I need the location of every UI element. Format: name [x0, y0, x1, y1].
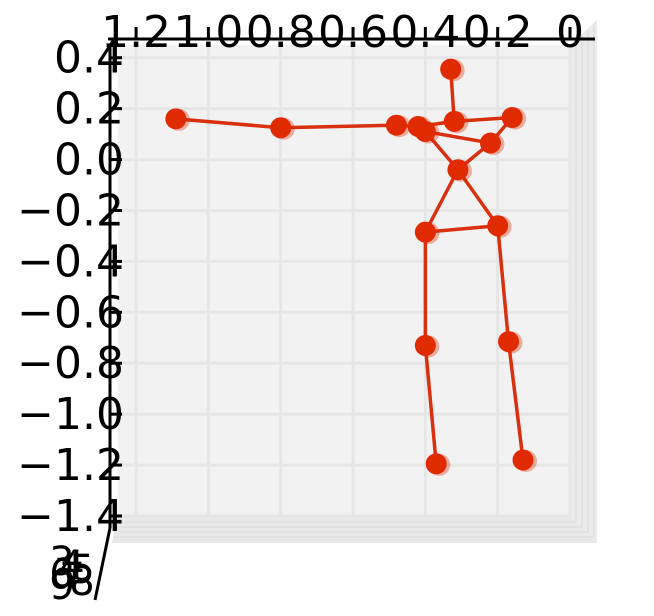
bone-right-knee-right-ankle: [506, 339, 525, 462]
joint-left-elbow: [385, 114, 407, 136]
joint-right-hip: [487, 215, 509, 237]
x-tick-label-5: 0.2: [463, 7, 533, 58]
side-pane: [570, 20, 597, 543]
axis-lines: [93, 37, 595, 601]
x-tick-label-6: 0: [556, 7, 584, 58]
joint-right-knee: [498, 331, 520, 353]
y-tick-label-4: −0.4: [17, 236, 124, 287]
x-tick-label-1: 1.0: [173, 7, 243, 58]
z-tick-label-2: 5: [69, 547, 94, 593]
bone-left-hip-right-hip: [423, 224, 500, 234]
joint-right-ankle: [512, 449, 534, 471]
joint-left-hand: [165, 108, 187, 130]
joint-pelvis: [447, 159, 469, 181]
bone-left-shoulder-b-right-elbow: [423, 129, 493, 145]
bone-left-elbow-left-wrist: [278, 123, 399, 130]
x-tick-label-3: 0.6: [318, 7, 388, 58]
joint-left-wrist: [270, 117, 292, 139]
z-tick-label-1: 4: [59, 543, 84, 589]
z-axis-line: [93, 527, 112, 601]
y-tick-label-8: −1.2: [17, 440, 124, 491]
z-tick-label-3: 6: [49, 551, 74, 597]
bone-pelvis-right-hip: [456, 168, 500, 228]
grid-lines: [113, 25, 595, 538]
joint-neck: [443, 110, 465, 132]
tick-labels: 1.2 1.0 0.8 0.6 0.4 0.2 00.40.20.0−0.2−0.4−0.6…: [17, 7, 584, 609]
skeleton-joints: [165, 58, 537, 476]
bone-left-wrist-left-hand: [174, 117, 283, 130]
y-tick-label-5: −0.6: [17, 287, 124, 338]
joint-left-shoulder-b: [414, 121, 436, 143]
z-tick-label-5: 8: [69, 559, 94, 605]
y-tick-label-7: −1.0: [17, 389, 124, 440]
joint-left-hip: [414, 221, 436, 243]
x-tick-label-4: 0.4: [390, 7, 460, 58]
y-tick-label-6: −0.8: [17, 338, 124, 389]
joint-left-ankle: [425, 453, 447, 475]
bone-pelvis-left-hip: [423, 168, 460, 234]
floor-pane: [112, 516, 597, 543]
joint-right-elbow: [479, 132, 501, 154]
joint-head: [440, 58, 462, 80]
z-tick-label-0: 3: [49, 539, 74, 585]
z-tick-label-4: 7: [59, 555, 84, 601]
z-tick-label-6: 9: [49, 563, 74, 609]
y-tick-label-3: −0.2: [17, 185, 124, 236]
joint-left-knee: [414, 334, 436, 356]
bone-right-hip-right-knee: [495, 224, 511, 344]
x-tick-label-2: 0.8: [246, 7, 316, 58]
y-tick-label-9: −1.4: [17, 491, 124, 542]
joint-right-shoulder: [501, 107, 523, 129]
bone-left-knee-left-ankle: [423, 343, 438, 466]
y-tick-label-2: 0.0: [54, 135, 124, 186]
y-tick-label-1: 0.2: [54, 84, 124, 135]
y-tick-label-0: 0.4: [54, 33, 124, 84]
x-tick-label-0: 1.2: [101, 7, 171, 58]
